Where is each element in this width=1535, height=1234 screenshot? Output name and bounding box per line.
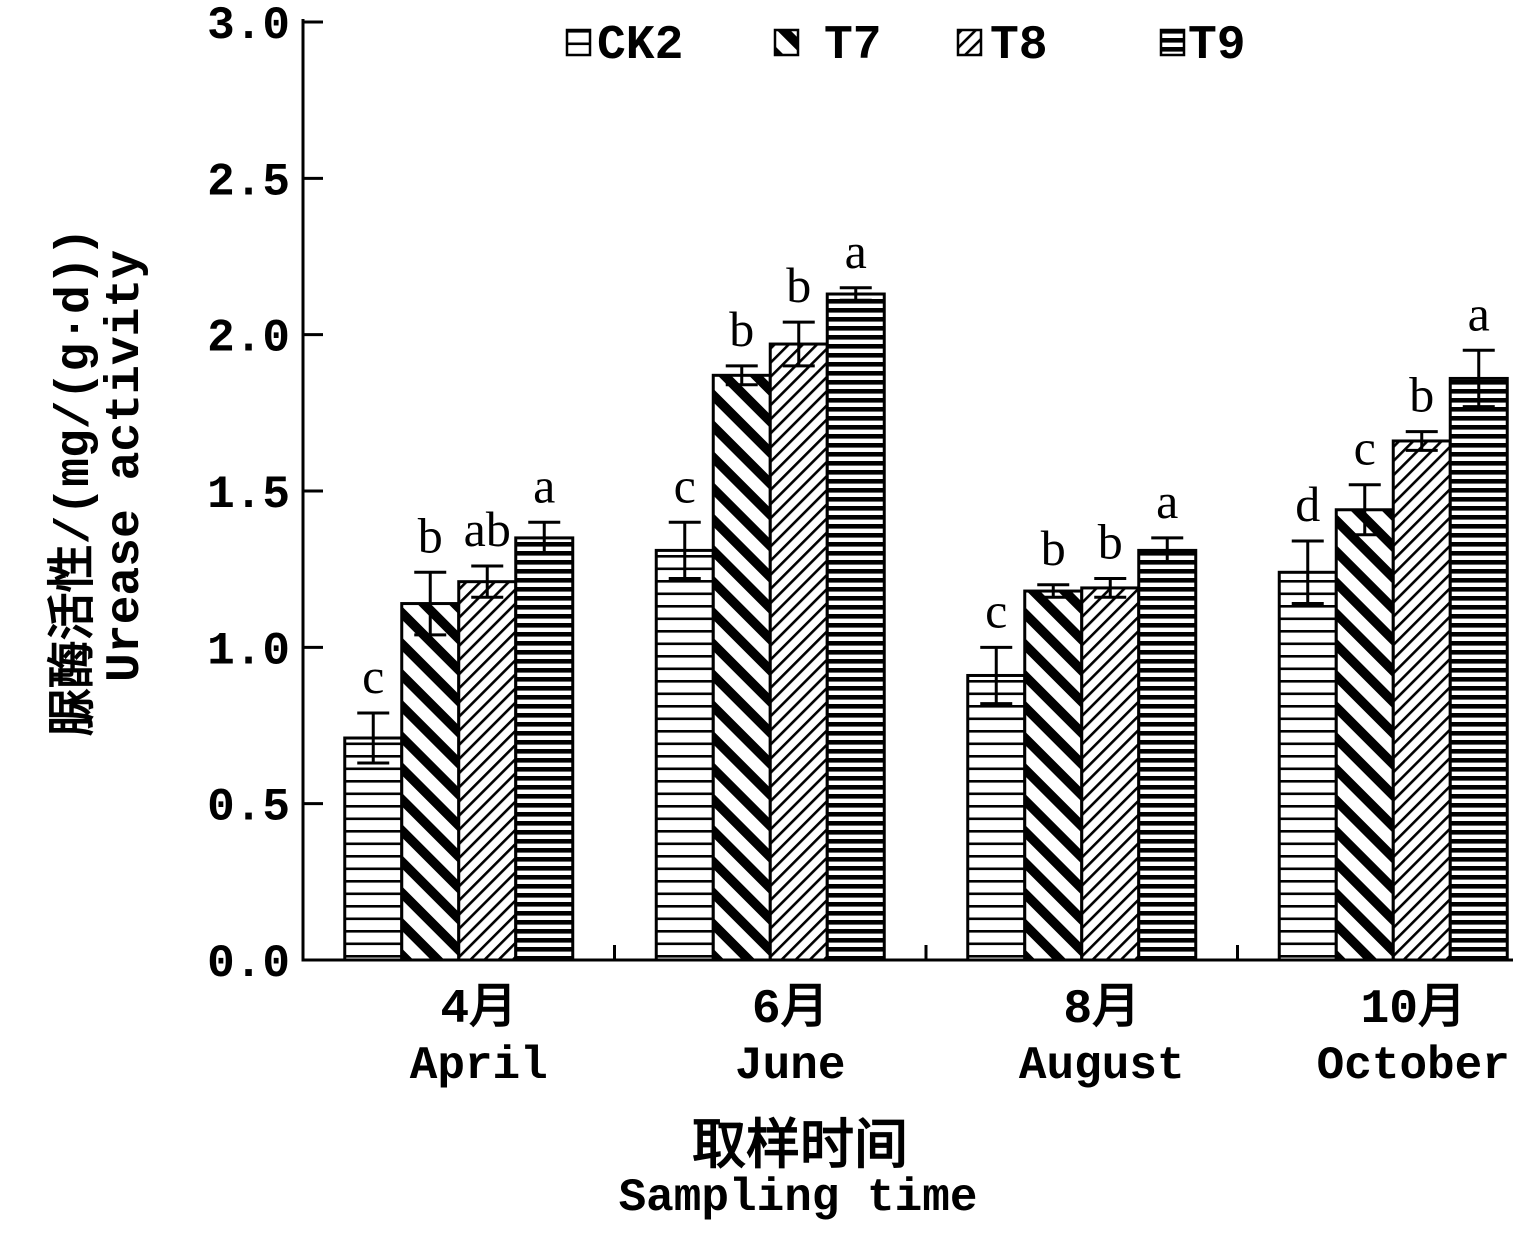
x-tick-label-cn: 4月 [440,983,517,1037]
error-bar-ck2-april [357,711,390,765]
significance-letter-t9-april: a [533,457,555,513]
y-axis-title-cn: 脲酶活性/(mg/(g·d)) [46,228,103,737]
x-tick-label-en: August [1019,1040,1185,1092]
bar-t7-june [711,373,772,962]
bar-t9-april [514,536,575,962]
y-tick-label: 1.0 [207,625,290,677]
error-bar-t9-october [1462,348,1495,409]
y-tick-label: 2.5 [207,156,290,208]
error-bar-t8-august [1094,577,1127,599]
bar-t7-april [400,602,461,962]
significance-letter-t8-august: b [1098,514,1123,570]
bar-ck2-june [654,548,715,962]
error-bar-ck2-october [1291,539,1324,606]
bar-ck2-april [343,736,404,962]
error-bar-ck2-june [668,520,701,581]
legend-item-t8: T8 [956,19,1048,73]
significance-letter-t7-april: b [418,507,443,563]
significance-letter-ck2-october: d [1295,476,1320,532]
bar-t7-august [1023,589,1084,962]
bar-ck2-october [1277,570,1338,962]
bar-t8-august [1080,586,1141,962]
bar-t9-october [1448,376,1509,962]
legend-swatch-t7 [773,28,800,57]
legend-item-t7: T7 [773,19,882,73]
error-bar-t7-june [725,364,758,387]
plot-area: cccdbbbcabbbbaaaa0.00.51.01.52.02.53.04月… [207,0,1513,1092]
x-tick-label-cn: 8月 [1063,983,1140,1037]
error-bar-t9-april [528,520,561,556]
x-tick-label-cn: 10月 [1360,983,1466,1037]
legend-swatch-t9 [1159,28,1186,57]
legend-label-ck2: CK2 [597,19,683,73]
y-tick-label: 3.0 [207,0,290,52]
error-bar-t7-august [1037,583,1070,599]
significance-letter-t9-august: a [1156,473,1178,529]
error-bar-ck2-august [980,645,1013,706]
legend-swatch-ck2 [565,28,592,57]
bar-ck2-august [966,673,1027,962]
x-axis-title-cn: 取样时间 [692,1115,908,1180]
x-axis-title-en: Sampling time [619,1172,978,1224]
error-bar-t8-april [471,564,504,599]
x-tick-label-en: October [1317,1040,1510,1092]
legend-swatch-t8 [956,28,983,57]
bar-t8-april [457,580,518,962]
legend-label-t8: T8 [990,19,1048,73]
error-bar-t9-june [839,286,872,302]
significance-letter-t7-august: b [1041,520,1066,576]
legend-label-t9: T9 [1188,19,1246,73]
significance-letter-t9-june: a [845,223,867,279]
significance-letter-t8-april: ab [464,501,511,557]
bar-t9-august [1137,548,1198,962]
significance-letter-ck2-april: c [362,648,384,704]
legend-item-ck2: CK2 [565,19,683,73]
x-tick-label-en: April [410,1040,548,1092]
y-tick-label: 0.5 [207,782,290,834]
error-bar-t7-october [1348,483,1381,537]
legend-item-t9: T9 [1159,19,1246,73]
y-tick-label: 0.0 [207,938,290,990]
legend-label-t7: T7 [824,19,882,73]
error-bar-t8-june [782,320,815,368]
significance-letter-ck2-june: c [674,457,696,513]
bar-t8-october [1391,439,1452,962]
error-bar-t9-august [1151,536,1184,565]
y-tick-label: 1.5 [207,469,290,521]
y-tick-label: 2.0 [207,313,290,365]
bar-t9-june [825,292,886,962]
error-bar-t8-october [1405,430,1438,452]
bar-t8-june [768,342,829,962]
significance-letter-t7-october: c [1354,420,1376,476]
significance-letter-ck2-august: c [985,582,1007,638]
significance-letter-t8-october: b [1409,367,1434,423]
x-tick-label-cn: 6月 [752,983,829,1037]
significance-letter-t8-june: b [786,257,811,313]
y-axis-title-en: Urease activity [99,250,153,682]
legend: CK2 T7 T8 T9 [565,19,1246,73]
significance-letter-t7-june: b [729,301,754,357]
error-bar-t7-april [414,570,447,637]
x-tick-label-en: June [735,1040,845,1092]
significance-letter-t9-october: a [1468,285,1490,341]
bar-t7-october [1334,508,1395,962]
